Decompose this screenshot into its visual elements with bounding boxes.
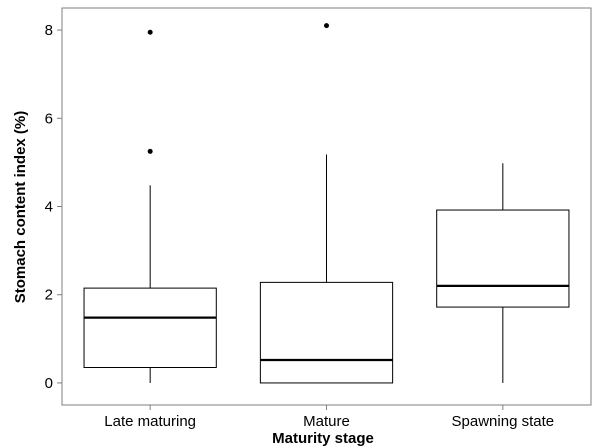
y-tick-label: 2 <box>45 287 53 304</box>
x-axis-title: Maturity stage <box>272 430 374 447</box>
y-axis: 0 2 4 6 8 <box>45 22 62 392</box>
y-tick-label: 6 <box>45 110 53 127</box>
y-tick-label: 8 <box>45 22 53 39</box>
y-tick-label: 4 <box>45 199 53 216</box>
x-tick-label: Mature <box>303 413 350 430</box>
box-iqr <box>436 209 570 308</box>
outlier-point <box>147 29 153 35</box>
x-tick-label: Spawning state <box>452 413 555 430</box>
y-axis-title: Stomach content index (%) <box>12 111 29 304</box>
box-group <box>436 163 570 383</box>
box-iqr <box>259 281 394 384</box>
box-iqr <box>83 287 217 369</box>
x-axis: Late maturing Mature Spawning state <box>104 405 554 430</box>
x-tick-label: Late maturing <box>104 413 196 430</box>
box-group <box>83 29 217 383</box>
outlier-point <box>324 23 329 29</box>
box-group <box>259 23 394 384</box>
y-tick-label: 0 <box>45 375 53 392</box>
outlier-point <box>147 148 153 154</box>
boxes-layer <box>83 23 570 384</box>
